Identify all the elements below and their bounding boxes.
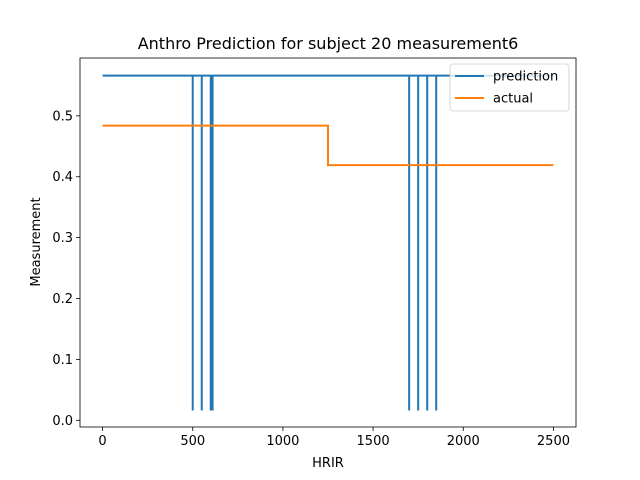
y-tick-label: 0.0 [52,414,73,429]
axis-ticks: 0 500 1000 1500 2000 2500 0.0 0.1 0.2 0.3 0.4 0.5 [52,109,570,449]
x-tick-label: 2500 [537,434,570,449]
x-tick-label: 2000 [447,434,480,449]
axes-frame [80,58,576,427]
legend-label-prediction: prediction [493,70,558,85]
legend: prediction actual [450,64,569,111]
y-tick-label: 0.4 [52,170,73,185]
legend-label-actual: actual [493,92,533,107]
y-tick-label: 0.5 [52,109,73,124]
series-line-actual [103,126,554,166]
y-tick-label: 0.1 [52,353,73,368]
x-axis-label: HRIR [312,456,344,471]
y-axis-label: Measurement [29,197,44,286]
y-tick-label: 0.2 [52,292,73,307]
chart-title: Anthro Prediction for subject 20 measure… [138,34,519,53]
x-tick-label: 1500 [357,434,390,449]
x-tick-label: 500 [180,434,205,449]
y-tick-label: 0.3 [52,231,73,246]
x-tick-label: 1000 [266,434,299,449]
x-tick-label: 0 [98,434,106,449]
plot-area [103,76,554,411]
